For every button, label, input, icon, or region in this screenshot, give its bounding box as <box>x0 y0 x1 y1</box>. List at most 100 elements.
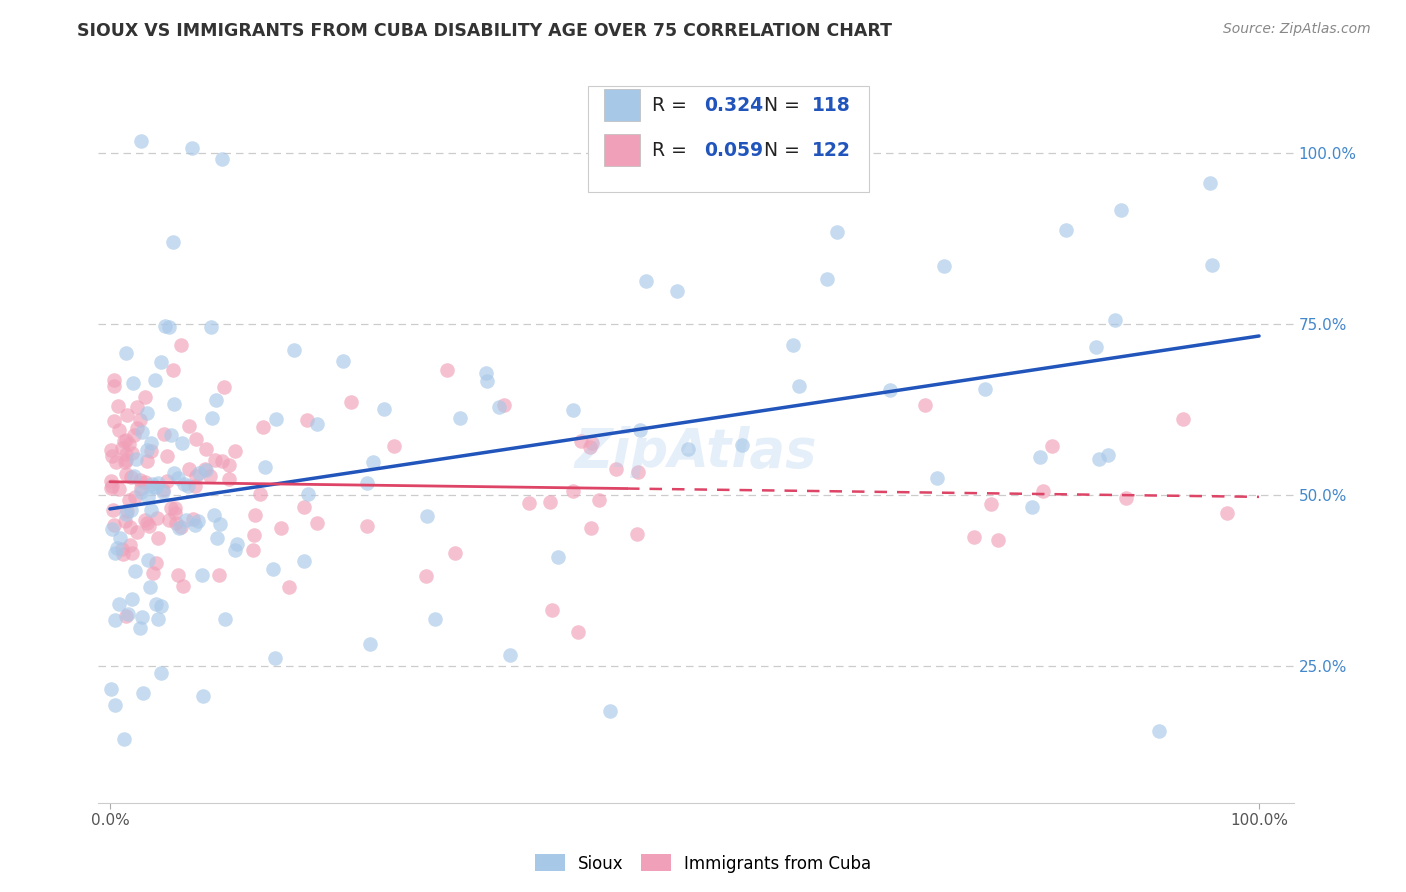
Point <box>100 474 122 488</box>
Point <box>218 472 240 486</box>
Point <box>104 698 127 712</box>
Point <box>666 284 689 298</box>
Point <box>111 541 134 556</box>
Point <box>149 354 172 368</box>
Point <box>295 413 318 427</box>
Point <box>200 319 222 334</box>
Point <box>145 479 167 493</box>
Point <box>118 436 141 450</box>
Point <box>224 444 246 458</box>
Point <box>145 597 167 611</box>
Point <box>676 442 699 456</box>
Point <box>121 446 143 460</box>
Point <box>449 411 471 425</box>
Point <box>122 468 145 483</box>
Point <box>211 454 233 468</box>
Point <box>146 476 169 491</box>
Point <box>104 455 127 469</box>
Point <box>162 235 184 250</box>
Point <box>115 446 138 460</box>
Point <box>1109 202 1132 217</box>
Point <box>186 514 208 528</box>
Point <box>157 513 180 527</box>
Point <box>1173 412 1195 426</box>
Point <box>114 514 136 528</box>
Point <box>253 460 276 475</box>
Point <box>1087 451 1109 466</box>
Point <box>184 518 207 533</box>
Point <box>156 449 179 463</box>
Point <box>111 441 134 455</box>
Point <box>567 624 589 639</box>
Point <box>108 482 131 496</box>
Point <box>124 564 146 578</box>
Point <box>416 509 439 524</box>
Point <box>626 527 648 541</box>
Point <box>162 397 184 411</box>
Point <box>382 439 405 453</box>
Point <box>165 506 187 520</box>
Point <box>270 521 292 535</box>
Point <box>415 569 437 583</box>
Text: 0.324: 0.324 <box>704 95 763 115</box>
FancyBboxPatch shape <box>605 134 640 166</box>
Point <box>787 379 810 393</box>
Text: ZipAtlas: ZipAtlas <box>575 425 817 478</box>
Point <box>1097 448 1119 462</box>
Point <box>115 608 138 623</box>
Point <box>1084 340 1107 354</box>
Point <box>1147 723 1170 738</box>
Point <box>356 475 378 490</box>
Point <box>1104 313 1126 327</box>
Point <box>141 436 163 450</box>
Point <box>117 607 139 621</box>
Point <box>249 487 271 501</box>
Point <box>100 522 122 536</box>
Point <box>305 516 328 530</box>
Point <box>588 493 610 508</box>
Point <box>134 513 156 527</box>
Point <box>538 495 561 509</box>
Point <box>162 363 184 377</box>
Point <box>105 541 128 556</box>
Point <box>202 508 225 522</box>
Point <box>561 483 583 498</box>
Point <box>488 400 510 414</box>
Point <box>100 442 122 457</box>
Point <box>167 568 190 582</box>
Point <box>209 517 232 532</box>
Point <box>181 511 204 525</box>
Point <box>184 478 207 492</box>
Point <box>134 475 156 489</box>
Point <box>139 444 162 458</box>
Point <box>104 546 127 560</box>
Point <box>103 378 125 392</box>
Point <box>153 426 176 441</box>
Point <box>201 411 224 425</box>
Point <box>100 481 122 495</box>
Point <box>932 260 955 274</box>
Text: R =: R = <box>652 95 693 115</box>
Point <box>100 681 122 696</box>
Point <box>186 432 208 446</box>
Point <box>114 454 136 468</box>
Point <box>103 414 125 428</box>
Point <box>243 508 266 523</box>
Point <box>1216 506 1239 520</box>
Point <box>211 152 233 166</box>
Point <box>541 603 564 617</box>
Point <box>131 610 153 624</box>
Point <box>519 496 541 510</box>
Point <box>172 435 194 450</box>
Point <box>103 503 125 517</box>
Point <box>499 648 522 663</box>
Point <box>494 398 516 412</box>
Point <box>101 449 124 463</box>
Point <box>373 402 395 417</box>
Point <box>150 599 173 614</box>
Point <box>115 467 138 481</box>
Point <box>122 376 145 390</box>
Point <box>599 704 621 718</box>
Point <box>214 380 236 394</box>
Point <box>135 443 157 458</box>
